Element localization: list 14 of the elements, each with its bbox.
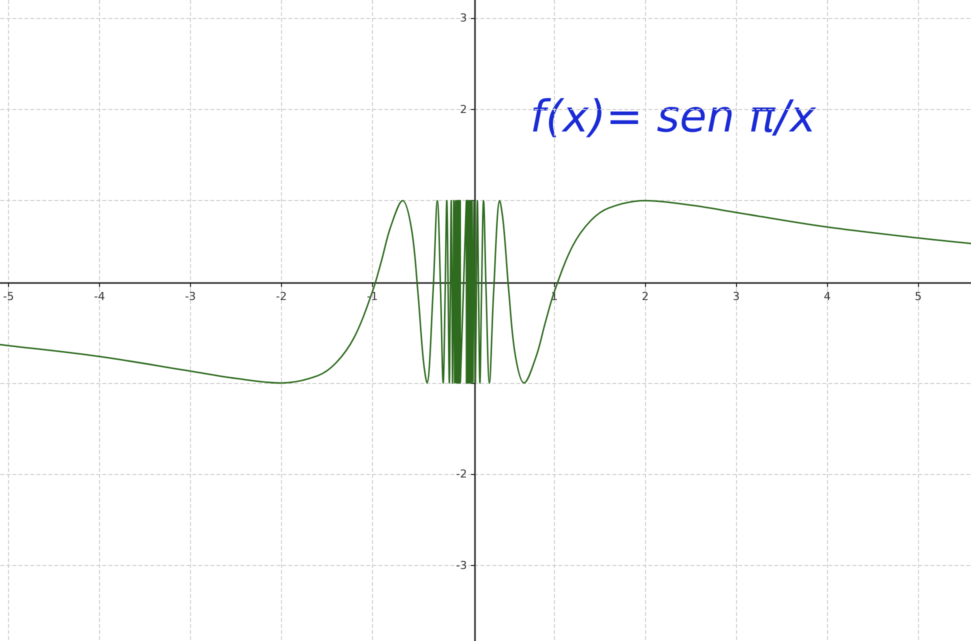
y-tick-label: 3 <box>460 12 467 25</box>
x-tick-label: 4 <box>824 290 831 304</box>
x-tick-label: -2 <box>276 290 287 304</box>
y-tick-label: -3 <box>456 558 467 572</box>
x-tick-label: -3 <box>184 290 196 304</box>
x-tick-label: -5 <box>3 290 14 304</box>
y-tick-label: -2 <box>456 468 467 481</box>
x-tick-label: 2 <box>642 290 649 304</box>
line-series <box>0 200 971 384</box>
x-tick-label: 5 <box>914 290 922 304</box>
annotation: f(x)= sen π/x <box>530 92 817 142</box>
x-tick-label: -4 <box>94 290 105 304</box>
x-tick-label: 3 <box>732 290 740 304</box>
y-tick-label: 2 <box>460 102 467 116</box>
